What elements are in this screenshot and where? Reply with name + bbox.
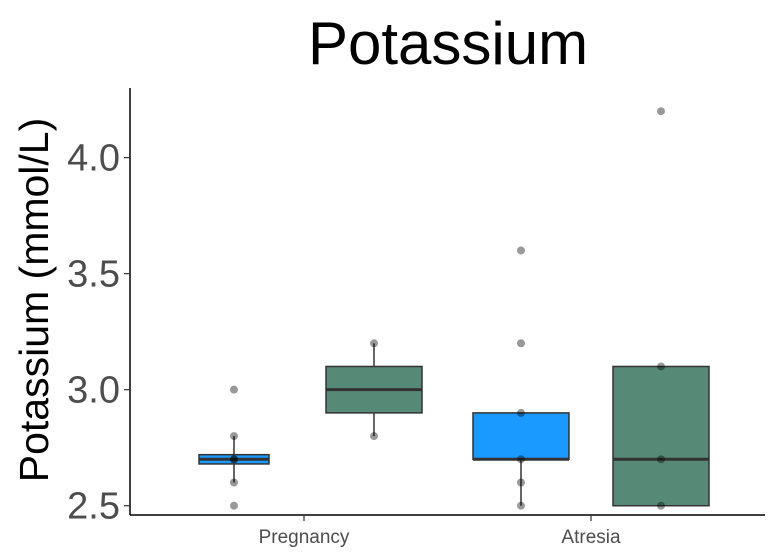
y-axis-label: Potassium (mmol/L) — [11, 118, 57, 483]
data-point — [230, 455, 238, 464]
y-tick-label: 2.5 — [67, 486, 120, 528]
data-point — [230, 432, 238, 441]
data-point — [657, 362, 665, 371]
data-point — [517, 478, 525, 487]
data-point — [230, 501, 238, 510]
x-tick-label: Atresia — [561, 527, 621, 548]
data-point — [517, 408, 525, 417]
data-point — [517, 246, 525, 255]
y-tick-label: 4.0 — [67, 138, 120, 180]
data-point — [657, 455, 665, 464]
data-point — [517, 339, 525, 348]
data-point — [370, 432, 378, 441]
data-point — [657, 107, 665, 116]
data-point — [230, 478, 238, 487]
chart-title: Potassium — [308, 10, 588, 77]
data-point — [657, 501, 665, 510]
data-point — [517, 501, 525, 510]
y-tick-label: 3.0 — [67, 370, 120, 412]
data-point — [370, 339, 378, 348]
y-tick-label: 3.5 — [67, 254, 120, 296]
data-point — [517, 455, 525, 464]
box-iqr — [472, 412, 570, 461]
plot-area: 2.5 3.0 3.5 4.0 Pregnancy Atresia — [67, 88, 765, 548]
box-iqr — [612, 365, 710, 507]
data-point — [230, 385, 238, 394]
data-point — [230, 455, 238, 464]
x-tick-label: Pregnancy — [259, 527, 350, 548]
